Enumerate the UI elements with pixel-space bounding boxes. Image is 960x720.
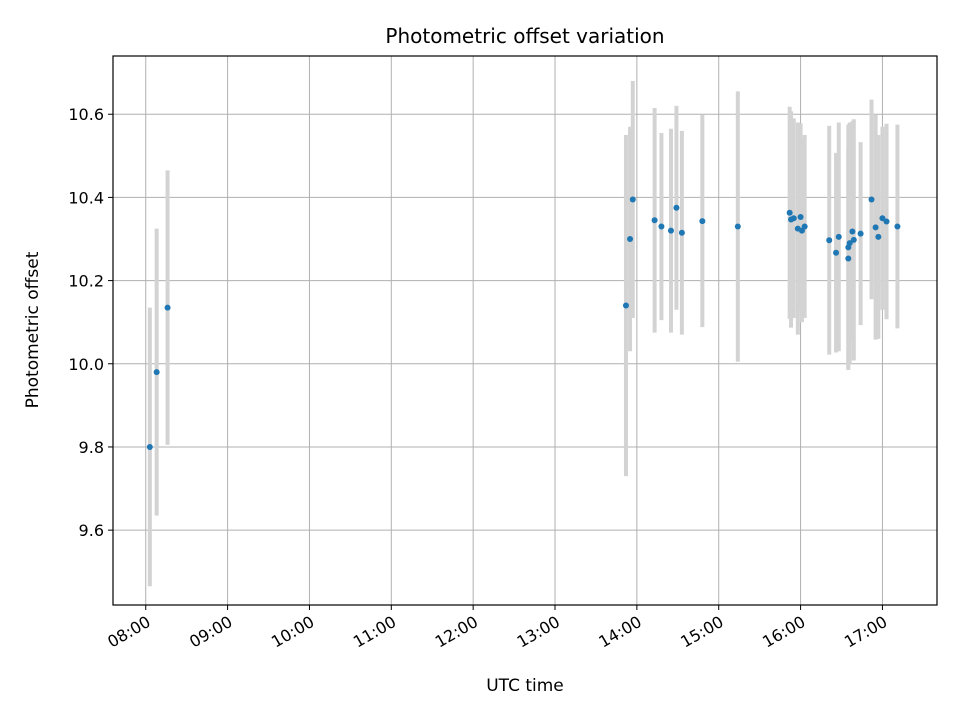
data-point (797, 213, 804, 220)
y-tick-label: 10.6 (68, 105, 104, 124)
y-tick-label: 10.2 (68, 272, 104, 291)
data-point (622, 302, 629, 309)
data-point (833, 249, 840, 256)
data-point (883, 218, 890, 225)
data-point (153, 369, 160, 376)
data-point (868, 196, 875, 203)
y-axis-ticks: 9.6 9.8 10.0 10.2 10.4 10.6 (68, 105, 113, 540)
y-tick-label: 9.8 (79, 438, 104, 457)
data-point (164, 304, 171, 311)
data-point (835, 233, 842, 240)
data-point (857, 230, 864, 237)
data-points (146, 196, 901, 450)
data-point (734, 223, 741, 230)
y-tick-label: 10.4 (68, 188, 104, 207)
data-point (699, 218, 706, 225)
data-point (786, 209, 793, 216)
x-axis-label: UTC time (486, 676, 564, 696)
data-point (849, 228, 856, 235)
data-point (629, 196, 636, 203)
data-point (651, 217, 658, 224)
plot-area-frame (112, 55, 938, 606)
data-point (875, 233, 882, 240)
data-point (678, 229, 685, 236)
data-point (667, 227, 674, 234)
data-point (850, 236, 857, 243)
data-point (673, 204, 680, 211)
data-point (894, 223, 901, 230)
data-point (845, 255, 852, 262)
data-point (801, 223, 808, 230)
data-point (146, 443, 153, 450)
data-point (627, 236, 634, 242)
y-tick-label: 9.6 (79, 521, 104, 540)
data-point (872, 224, 879, 231)
data-point (846, 240, 853, 247)
chart-title: Photometric offset variation (385, 24, 664, 48)
y-tick-label: 10.0 (68, 355, 104, 374)
data-point (790, 215, 797, 222)
data-point (658, 223, 665, 230)
y-axis-label: Photometric offset (23, 251, 43, 408)
data-point (879, 215, 886, 222)
data-point (826, 237, 833, 244)
